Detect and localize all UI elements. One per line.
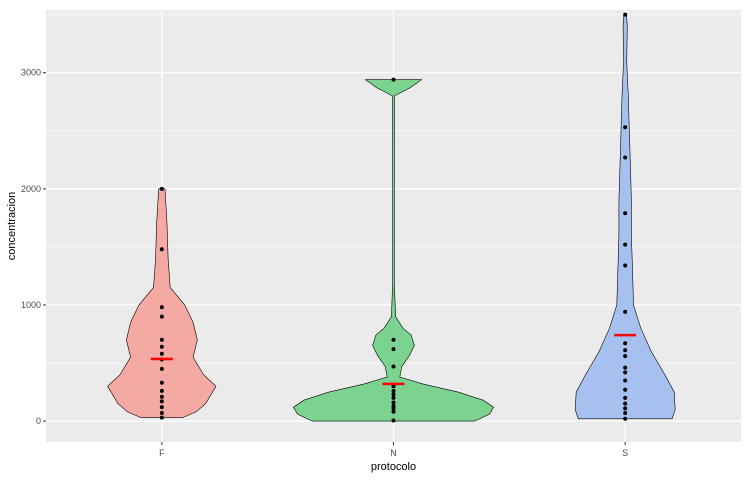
data-point [159, 344, 164, 349]
y-axis-title: concentracion [6, 192, 18, 261]
data-point [391, 400, 396, 405]
data-point [623, 401, 628, 406]
data-point [159, 380, 164, 385]
data-point [623, 211, 628, 216]
data-point [391, 404, 396, 408]
data-point [623, 341, 628, 346]
x-tick-label: S [622, 448, 628, 458]
data-point [391, 418, 396, 423]
data-point [623, 387, 628, 392]
data-point [391, 337, 396, 342]
data-point [391, 409, 396, 414]
data-point [159, 366, 164, 371]
data-points [159, 12, 628, 423]
data-point [159, 415, 164, 420]
data-point [391, 395, 396, 400]
x-tick-label: F [159, 448, 165, 458]
data-point [159, 410, 164, 415]
data-point [623, 12, 628, 17]
data-point [391, 392, 396, 397]
data-point [391, 347, 396, 352]
y-tick-label: 0 [36, 416, 41, 426]
data-point [623, 378, 628, 383]
data-point [159, 247, 164, 252]
data-point [391, 384, 396, 389]
data-point [623, 410, 628, 415]
data-point [159, 399, 164, 404]
data-point [623, 354, 628, 359]
data-point [391, 364, 396, 369]
data-point [623, 309, 628, 314]
violin-F [107, 188, 217, 418]
data-point [623, 416, 628, 421]
data-point [159, 305, 164, 310]
data-point [623, 370, 628, 375]
data-point [159, 337, 164, 342]
x-tick-label: N [390, 448, 397, 458]
y-tick-label: 1000 [21, 300, 41, 310]
data-point [391, 388, 396, 393]
data-point [159, 186, 164, 191]
data-point [623, 242, 628, 247]
violin-N [292, 79, 495, 422]
data-point [623, 125, 628, 130]
mean-markers [150, 333, 637, 386]
x-axis-title: protocolo [371, 461, 416, 473]
data-point [623, 348, 628, 353]
data-point [159, 405, 164, 410]
y-tick-label: 3000 [21, 68, 41, 78]
y-tick-label: 2000 [21, 184, 41, 194]
data-point [159, 388, 164, 393]
data-point [623, 406, 628, 411]
data-point [623, 395, 628, 400]
y-axis: 0 1000 2000 3000 [21, 68, 46, 426]
data-point [159, 394, 164, 399]
data-point [623, 365, 628, 370]
data-point [391, 77, 396, 82]
data-point [159, 314, 164, 319]
data-point [623, 155, 628, 160]
data-point [623, 263, 628, 268]
data-point [159, 351, 164, 356]
